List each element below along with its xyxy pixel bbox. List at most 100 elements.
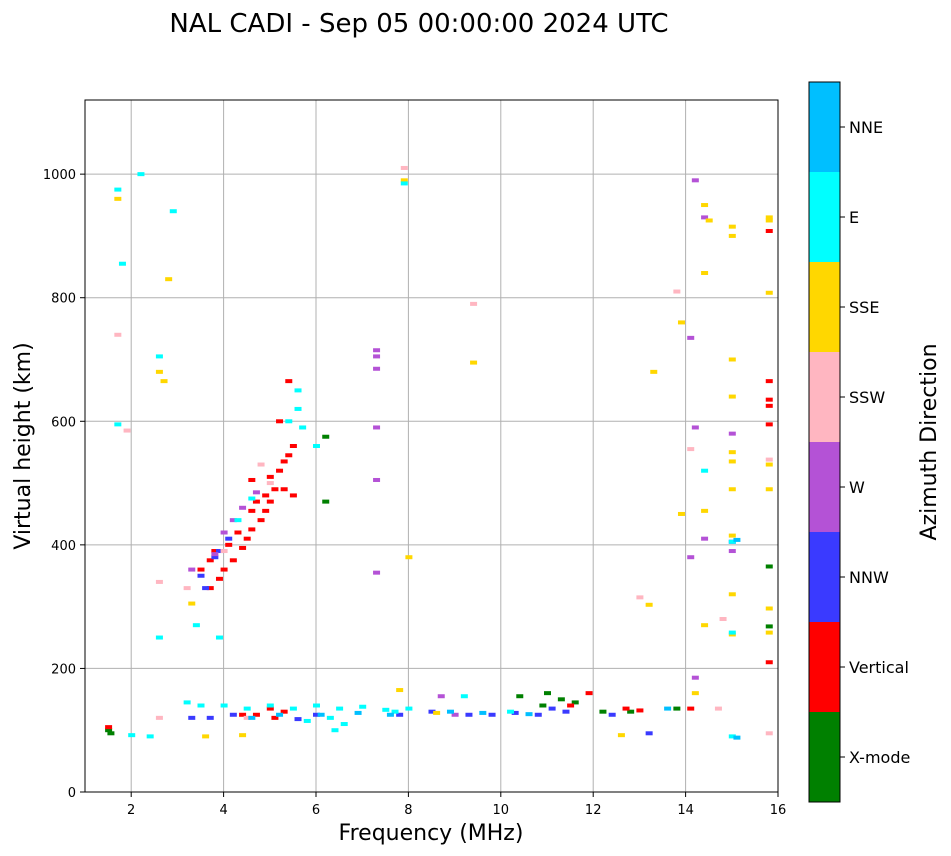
data-point: [229, 558, 237, 563]
data-point: [691, 675, 699, 680]
data-point: [728, 539, 736, 544]
data-point: [220, 549, 228, 554]
data-point: [266, 481, 274, 486]
data-point: [239, 733, 247, 738]
data-point: [714, 706, 722, 711]
data-point: [765, 397, 773, 402]
data-point: [405, 706, 413, 711]
data-point: [728, 431, 736, 436]
x-tick-label: 16: [770, 803, 787, 818]
x-tick-label: 2: [127, 803, 135, 818]
data-point: [470, 301, 478, 306]
data-point: [128, 733, 136, 738]
data-point: [211, 552, 219, 557]
data-point: [765, 215, 773, 220]
data-point: [289, 444, 297, 448]
data-point: [359, 704, 367, 709]
data-point: [645, 602, 653, 607]
x-tick-label: 10: [493, 803, 510, 818]
data-point: [373, 348, 381, 353]
colorbar-tick-label: SSW: [849, 388, 885, 407]
data-point: [313, 712, 320, 717]
data-point: [155, 354, 163, 359]
data-point: [285, 419, 293, 424]
data-point: [215, 549, 223, 554]
data-point: [701, 623, 709, 628]
y-tick-label: 400: [51, 539, 76, 554]
data-point: [303, 718, 311, 723]
data-point: [225, 542, 233, 547]
data-point: [765, 462, 773, 467]
data-point: [276, 712, 284, 717]
data-point: [280, 487, 288, 492]
data-point: [248, 477, 256, 482]
data-point: [765, 218, 773, 223]
data-point: [728, 734, 736, 739]
data-point: [405, 555, 413, 560]
data-point: [691, 178, 699, 183]
data-point: [215, 635, 223, 640]
data-point: [396, 712, 404, 717]
data-point: [765, 379, 773, 384]
data-point: [728, 487, 736, 492]
data-point: [728, 357, 736, 362]
data-point: [220, 567, 228, 572]
data-point: [220, 703, 228, 708]
data-point: [114, 332, 122, 337]
data-point: [188, 567, 196, 572]
data-point: [340, 722, 348, 727]
data-point: [257, 518, 265, 523]
data-point: [169, 209, 177, 214]
data-point: [114, 196, 122, 201]
data-point: [562, 709, 570, 714]
data-point: [765, 630, 773, 635]
data-point: [571, 700, 579, 705]
data-point: [114, 187, 122, 192]
data-point: [691, 425, 699, 430]
data-point: [719, 617, 727, 621]
data-point: [289, 706, 297, 711]
data-point: [146, 734, 154, 739]
data-point: [433, 710, 441, 715]
data-point: [206, 558, 214, 563]
data-point: [446, 709, 454, 714]
plot-area: [84, 99, 779, 793]
data-point: [326, 715, 334, 720]
colorbar-tick-label: NNW: [849, 568, 889, 587]
data-point: [239, 545, 247, 550]
colorbar-frame: [808, 81, 841, 803]
data-point: [673, 706, 681, 711]
colorbar-tick-label: E: [849, 208, 859, 227]
colorbar-tick-label: NNE: [849, 118, 883, 137]
data-point: [599, 709, 607, 714]
data-point: [262, 493, 270, 498]
data-point: [137, 172, 145, 177]
data-point: [220, 530, 228, 535]
data-point: [645, 731, 653, 736]
data-point: [511, 710, 519, 715]
data-point: [257, 462, 265, 467]
data-point: [701, 468, 709, 473]
data-point: [728, 233, 736, 238]
colorbar: X-mode Vertical NNW W SSW SSE E NNE: [808, 81, 910, 803]
data-point: [391, 709, 399, 714]
data-point: [765, 290, 773, 295]
data-point: [202, 734, 210, 739]
data-point: [243, 536, 251, 541]
data-point: [262, 508, 270, 513]
colorbar-tick-label: SSE: [849, 298, 879, 317]
data-point: [470, 360, 478, 365]
colorbar-swatch: [809, 712, 840, 802]
data-point: [373, 570, 381, 575]
x-tick-label: 6: [312, 803, 320, 818]
data-point: [155, 579, 163, 584]
data-point: [765, 403, 773, 408]
data-point: [294, 406, 302, 411]
data-point: [252, 499, 260, 504]
data-point: [636, 595, 644, 600]
data-point: [188, 715, 196, 720]
colorbar-swatch: [809, 82, 840, 172]
data-point: [155, 715, 163, 720]
data-point: [266, 706, 274, 711]
data-point: [234, 530, 242, 535]
